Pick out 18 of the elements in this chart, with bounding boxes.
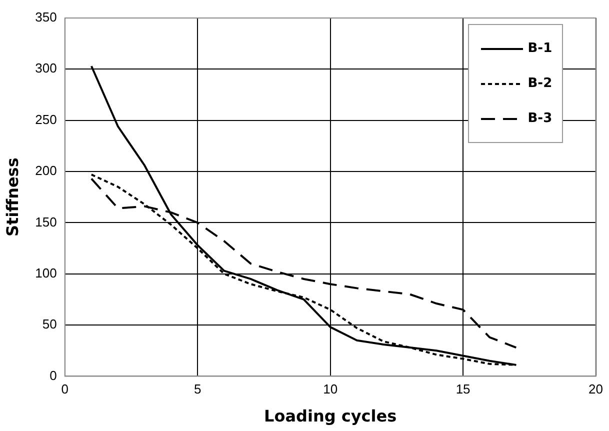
- y-axis-title: Stiffness: [2, 158, 22, 237]
- x-tick-label: 0: [61, 382, 69, 397]
- x-tick-label: 15: [456, 382, 470, 397]
- y-tick-label: 250: [35, 112, 57, 127]
- y-tick-label: 300: [35, 60, 57, 76]
- legend-label: B-3: [528, 111, 552, 126]
- y-tick-label: 150: [35, 214, 57, 230]
- x-tick-label: 10: [323, 382, 338, 397]
- y-tick-label: 50: [42, 316, 57, 332]
- x-axis-title: Loading cycles: [264, 406, 397, 426]
- legend-label: B-1: [528, 41, 552, 56]
- legend-label: B-2: [528, 76, 552, 91]
- y-tick-label: 200: [35, 163, 57, 178]
- y-tick-label: 350: [35, 10, 57, 25]
- y-tick-label: 0: [50, 368, 57, 383]
- x-tick-label: 20: [588, 382, 604, 397]
- x-tick-label: 5: [194, 382, 202, 397]
- y-tick-label: 100: [35, 265, 57, 280]
